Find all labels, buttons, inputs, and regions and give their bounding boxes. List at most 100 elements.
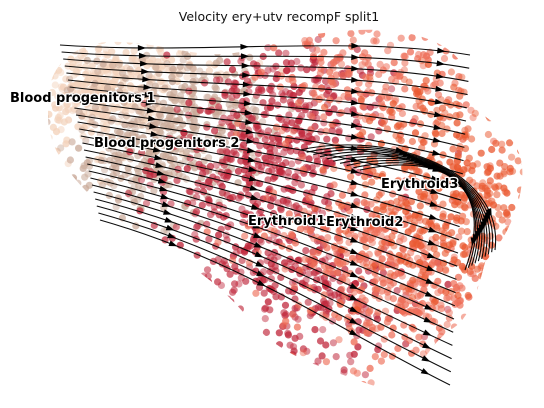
cell-dot-ery2 (418, 299, 427, 308)
cell-dot-bp2 (75, 108, 83, 116)
cell-dot-ery3 (425, 22, 432, 29)
cell-dot-bp2 (74, 179, 82, 187)
cell-dot-bp1 (39, 64, 46, 71)
velocity-arrowhead (145, 99, 155, 106)
cell-dot-ery3 (379, 170, 387, 179)
cell-dot-ery1 (279, 92, 287, 100)
cell-dot-bp2 (76, 245, 84, 253)
cell-dot-ery2 (384, 47, 392, 55)
cell-dot-ery2 (377, 93, 385, 101)
cell-dot-ery2 (494, 309, 502, 317)
cell-dot-ery2 (411, 115, 419, 123)
cell-dot-bp1 (82, 70, 90, 78)
cell-dot-ery2 (332, 71, 340, 79)
velocity-arrowhead (349, 306, 359, 313)
cell-dot-ery1 (282, 353, 290, 361)
cell-dot-ery1 (197, 332, 205, 340)
cell-dot-bp1 (38, 70, 45, 77)
cell-dot-ery1 (214, 278, 222, 286)
cell-dot-ery3 (368, 178, 376, 186)
cell-dot-bp1 (51, 81, 59, 89)
cell-dot-ery3 (319, 166, 327, 174)
velocity-arrowhead (350, 191, 360, 197)
cell-dot-ery2 (460, 29, 469, 31)
cell-dot-ery1 (304, 298, 312, 306)
cell-dot-ery3 (452, 100, 460, 108)
cell-dot-ery1 (235, 280, 243, 288)
cell-dot-ery3 (369, 167, 377, 175)
cell-dot-bp2 (150, 187, 158, 195)
cell-dot-bp2 (152, 93, 160, 101)
cell-dot-ery3 (475, 18, 482, 25)
cell-dot-bp2 (161, 106, 169, 114)
cell-dot-ery2 (336, 54, 344, 62)
cell-dot-bp2 (225, 32, 234, 40)
cell-dot-ery1 (261, 315, 269, 323)
cell-dot-ery3 (523, 293, 530, 300)
velocity-arrowhead (349, 283, 359, 290)
cell-dot-ery3 (518, 251, 523, 259)
cell-dot-ery3 (540, 31, 544, 38)
cell-dot-ery3 (525, 157, 532, 164)
cell-dot-ery2 (214, 238, 222, 246)
cell-dot-bp2 (79, 199, 88, 207)
cell-dot-ery1 (121, 324, 129, 332)
velocity-arrowhead (436, 60, 446, 67)
cell-dot-ery3 (427, 110, 435, 119)
cell-dot-ery1 (210, 335, 219, 343)
cell-dot-bp1 (146, 12, 153, 19)
velocity-arrowhead (428, 226, 437, 233)
cell-dot-ery2 (319, 311, 327, 319)
cell-dot-ery1 (282, 49, 290, 57)
cell-dot-ery3 (366, 117, 374, 125)
cell-dot-bp2 (152, 63, 160, 71)
cell-dot-ery1 (267, 366, 275, 374)
cell-dot-ery1 (281, 301, 290, 309)
cell-dot-bp2 (222, 71, 230, 79)
cell-dot-ery3 (468, 135, 476, 143)
cell-dot-ery3 (456, 92, 464, 100)
cell-dot-bp2 (167, 156, 175, 164)
cell-dot-ery3 (439, 200, 447, 208)
cell-dot-ery1 (291, 334, 299, 342)
cell-dot-ery1 (291, 179, 299, 187)
velocity-arrowhead (349, 294, 359, 301)
cell-dot-bp1 (183, 73, 191, 81)
cell-dot-ery2 (514, 334, 522, 342)
cell-dot-ery1 (354, 343, 362, 351)
cell-dot-ery1 (322, 300, 330, 308)
cell-dot-ery2 (492, 321, 500, 329)
cell-dot-ery1 (200, 272, 208, 280)
velocity-arrowhead (351, 76, 360, 83)
cell-dot-ery1 (281, 29, 289, 36)
cell-dot-ery2 (333, 257, 341, 265)
cell-dot-ery3 (453, 214, 461, 222)
cell-dot-ery1 (330, 105, 338, 113)
cell-dot-ery1 (179, 263, 187, 271)
cell-dot-ery1 (250, 331, 258, 340)
cell-dot-bp2 (133, 91, 141, 99)
cell-dot-ery2 (326, 68, 334, 76)
cell-dot-ery1 (301, 106, 309, 114)
cell-dot-ery1 (268, 166, 276, 174)
cell-dot-ery1 (275, 141, 283, 149)
cell-dot-ery3 (369, 262, 378, 271)
velocity-arrowhead (350, 179, 360, 186)
cell-dot-ery2 (293, 323, 301, 331)
cell-dot-ery3 (409, 293, 417, 301)
velocity-streamline (98, 212, 452, 373)
cell-dot-bp2 (154, 99, 162, 107)
cell-dot-ery1 (238, 336, 246, 344)
cell-dot-bp2 (176, 63, 184, 71)
plot-title: Velocity ery+utv recompF split1 (179, 9, 380, 24)
cell-dot-ery2 (476, 290, 484, 298)
cell-dot-ery1 (168, 351, 176, 359)
cell-dot-ery2 (357, 231, 365, 239)
cell-dot-ery3 (519, 168, 523, 176)
cell-dot-bp1 (54, 92, 62, 100)
velocity-arrowhead (138, 52, 148, 59)
velocity-arrowhead (151, 138, 161, 145)
cell-dot-bp2 (203, 93, 211, 101)
velocity-arrowheads (137, 42, 492, 375)
cell-dot-bp1 (166, 34, 174, 42)
